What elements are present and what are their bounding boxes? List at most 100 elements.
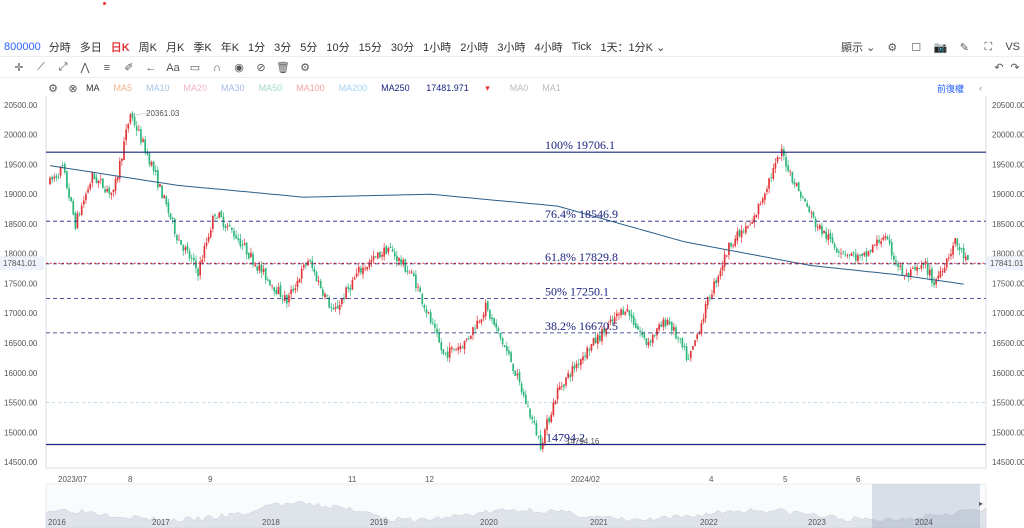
candlestick-chart[interactable]: 20500.00 20500.00 20000.00 20000.00 19500.00… [0,96,1024,528]
candle-body [61,165,64,166]
text-icon[interactable]: Aa [166,61,180,74]
tf-yuek[interactable]: 月K [166,41,185,54]
candle-body [928,269,931,276]
navigator-selection[interactable] [872,484,980,528]
candle-body [260,264,263,273]
tf-jik[interactable]: 季K [193,41,212,54]
candle-body [812,211,815,218]
tf-5min[interactable]: 5分 [300,41,318,54]
tf-1day-1min[interactable]: 1天：1分K ⌄ [600,39,665,55]
ma250[interactable]: MA250 17481.971 ▾ [381,83,504,94]
candle-body [398,257,400,261]
ray-icon[interactable]: ⤢ [58,61,68,73]
candle-body [389,246,392,249]
ma200[interactable]: MA200 [338,83,368,93]
eye-icon[interactable]: ◉ [234,62,244,74]
candle-body [362,267,364,275]
candle-body [250,252,252,257]
candle-body [510,352,512,363]
arrow-icon[interactable]: ← [145,61,157,74]
layout-icon[interactable]: ☐ [911,41,922,54]
candle-body [459,346,462,350]
candle-body [734,238,737,247]
candle-body [563,384,565,387]
tf-1h[interactable]: 1小時 [423,41,452,54]
gear-icon[interactable]: ⚙ [887,41,898,54]
tf-4h[interactable]: 4小時 [534,41,563,54]
settings-icon[interactable]: ⚙ [48,82,58,95]
note-icon[interactable]: ▭ [189,62,201,74]
crosshair-icon[interactable]: ✛ [14,62,24,74]
camera-icon[interactable]: 📷 [933,41,948,54]
compare-button[interactable]: VS [1005,41,1020,53]
candle-body [711,294,713,298]
candle-body [931,268,933,283]
ma30[interactable]: MA30 [221,83,245,93]
chart-area[interactable]: 20500.00 20500.00 20000.00 20000.00 19500.00… [0,96,1024,528]
ma10[interactable]: MA10 [146,83,170,93]
candle-body [146,152,149,155]
candle-body [799,192,802,198]
close-icon[interactable]: ⊗ [68,82,78,95]
tf-zhouk[interactable]: 周K [138,41,158,54]
candle-body [721,265,724,271]
redo-icon[interactable]: ↷ [1010,62,1020,74]
candle-body [235,235,237,239]
ma20[interactable]: MA20 [183,83,208,93]
brush-icon[interactable]: ✐ [124,62,134,74]
pencil-icon[interactable]: ✎ [959,41,969,54]
symbol-code[interactable]: 800000 [4,40,41,53]
candle-body [664,319,667,327]
candle-body [666,319,669,325]
candle-body [366,267,369,270]
tf-15min[interactable]: 15分 [358,41,382,54]
candle-body [114,179,117,191]
tf-3h[interactable]: 3小時 [497,41,526,54]
candle-body [266,279,269,281]
tf-fenshi[interactable]: 分時 [48,41,71,54]
tf-duori[interactable]: 多日 [79,41,102,54]
tf-1min[interactable]: 1分 [248,41,266,54]
settings-icon[interactable]: ⚙ [300,62,310,74]
trash-icon[interactable]: 🗑 [276,62,290,74]
candle-body [271,285,273,287]
trend-line-icon[interactable]: ⟋ [37,61,45,73]
tf-niank[interactable]: 年K [220,41,240,54]
candle-body [125,129,127,141]
notification-dot [103,2,106,5]
candle-body [448,347,451,358]
magnet-icon[interactable]: ∩ [213,61,221,74]
undo-icon[interactable]: ↶ [994,62,1004,74]
candle-body [582,356,584,361]
candle-body [368,261,371,268]
candle-body [406,270,409,272]
candle-body [573,365,576,369]
ma1[interactable]: MA1 [542,83,561,93]
ma50[interactable]: MA50 [258,83,283,93]
tf-3min[interactable]: 3分 [274,41,292,54]
ma100[interactable]: MA100 [296,83,325,93]
tf-10min[interactable]: 10分 [326,41,350,54]
candle-body [950,253,952,257]
hide-icon[interactable]: ⊘ [256,62,266,74]
candle-body [508,350,510,354]
display-menu[interactable]: 顯示 ⌄ [841,39,875,55]
tf-2h[interactable]: 2小時 [460,41,489,54]
adjust-button[interactable]: 前復權 [936,83,964,94]
candle-body [383,247,386,257]
channel-icon[interactable]: ≡ [103,61,111,74]
ma5[interactable]: MA5 [113,83,133,93]
navigator-label: 2023 [808,518,826,527]
tf-tick[interactable]: Tick [571,40,592,53]
candle-body [514,370,517,376]
candle-body [613,317,616,322]
tf-30min[interactable]: 30分 [390,41,415,54]
chevron-left-icon[interactable]: ‹ [979,83,982,93]
fullscreen-icon[interactable]: ⛶ [984,40,993,53]
ma-label[interactable]: MA [86,83,100,93]
candle-body [319,280,322,289]
tf-rik[interactable]: 日K [110,41,130,54]
y-tick-left: 20500.00 [4,101,38,110]
zigzag-icon[interactable]: ⋀ [80,62,90,74]
ma0[interactable]: MA0 [509,83,529,93]
